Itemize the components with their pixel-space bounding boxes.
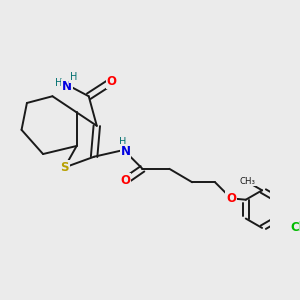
Text: N: N	[62, 80, 72, 93]
Text: N: N	[121, 145, 130, 158]
Text: H: H	[70, 72, 78, 82]
Text: Cl: Cl	[290, 221, 300, 234]
Text: O: O	[226, 192, 236, 205]
Text: O: O	[120, 174, 130, 188]
Text: O: O	[106, 75, 117, 88]
Text: CH₃: CH₃	[240, 177, 256, 186]
Text: S: S	[60, 161, 69, 174]
Text: H: H	[56, 78, 63, 88]
Text: H: H	[118, 137, 126, 148]
